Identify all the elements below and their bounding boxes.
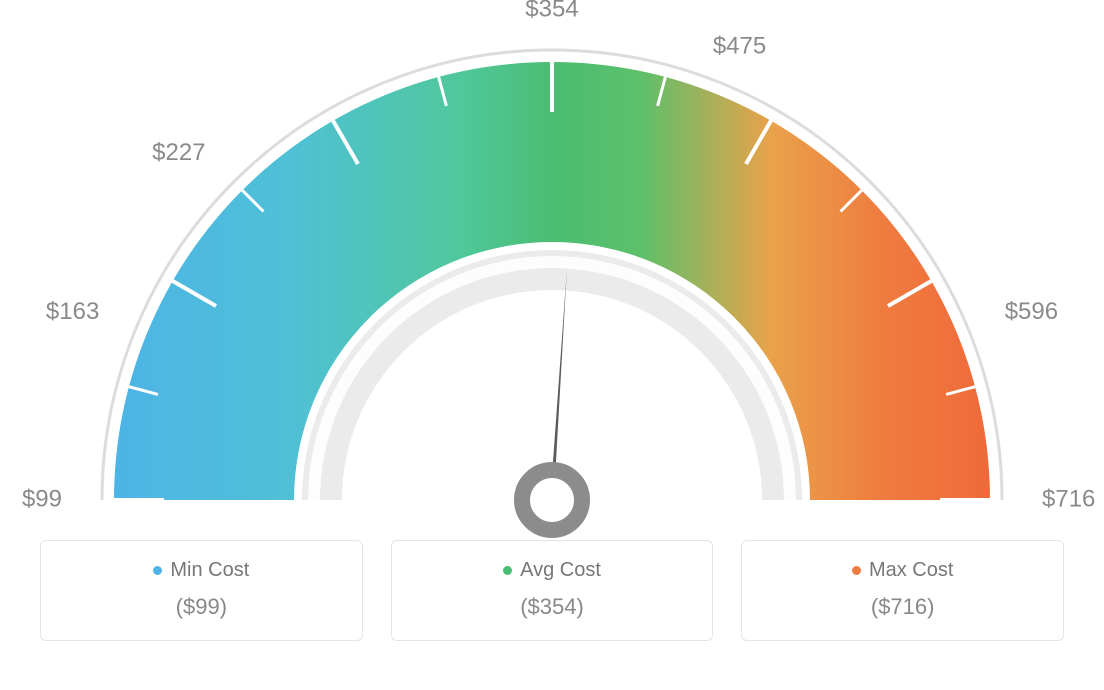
gauge-tick-label: $716 bbox=[1042, 485, 1095, 512]
legend-row: Min Cost ($99) Avg Cost ($354) Max Cost ($716… bbox=[0, 540, 1104, 641]
gauge-tick-label: $227 bbox=[152, 139, 205, 166]
legend-dot bbox=[852, 566, 861, 575]
legend-title: Avg Cost bbox=[392, 559, 713, 582]
gauge-needle-hub bbox=[522, 470, 582, 530]
gauge-tick-label: $99 bbox=[22, 485, 62, 512]
legend-dot bbox=[153, 566, 162, 575]
gauge-needle bbox=[552, 270, 567, 474]
legend-value: ($99) bbox=[41, 594, 362, 620]
gauge-svg: $99 $163 $227 $354 $475 $596 $716 bbox=[0, 0, 1104, 540]
legend-label: Avg Cost bbox=[520, 559, 601, 581]
gauge-tick-label: $596 bbox=[1005, 298, 1058, 325]
legend-box: Min Cost ($99) bbox=[40, 540, 363, 641]
legend-label: Max Cost bbox=[869, 559, 953, 581]
gauge-tick-label: $163 bbox=[46, 298, 99, 325]
legend-value: ($354) bbox=[392, 594, 713, 620]
legend-title: Max Cost bbox=[742, 559, 1063, 582]
gauge-tick-label: $475 bbox=[713, 33, 766, 60]
legend-value: ($716) bbox=[742, 594, 1063, 620]
legend-box: Max Cost ($716) bbox=[741, 540, 1064, 641]
legend-box: Avg Cost ($354) bbox=[391, 540, 714, 641]
legend-title: Min Cost bbox=[41, 559, 362, 582]
gauge-tick-label: $354 bbox=[525, 0, 578, 22]
legend-label: Min Cost bbox=[170, 559, 249, 581]
cost-gauge: $99 $163 $227 $354 $475 $596 $716 bbox=[0, 0, 1104, 540]
legend-dot bbox=[503, 566, 512, 575]
